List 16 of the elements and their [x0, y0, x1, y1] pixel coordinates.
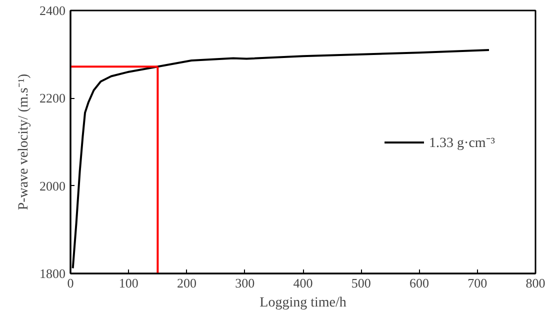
x-tick-label: 100 — [118, 276, 138, 290]
x-tick-label: 600 — [410, 276, 429, 290]
y-tick-label: 1800 — [40, 266, 66, 281]
x-tick-label: 0 — [67, 276, 74, 290]
x-tick-label: 300 — [235, 276, 255, 290]
y-axis-title: P-wave velocity/ (m.s⁻¹) — [16, 73, 32, 210]
legend-label: 1.33 g·cm⁻³ — [429, 134, 495, 152]
y-tick-label: 2000 — [40, 178, 66, 194]
x-tick-label: 700 — [468, 276, 488, 290]
x-tick-label: 800 — [526, 276, 546, 290]
y-tick-label: 2200 — [40, 90, 66, 106]
y-tick-label: 2400 — [40, 3, 66, 18]
x-tick-label: 200 — [177, 276, 196, 290]
x-axis-title: Logging time/h — [260, 296, 346, 310]
x-tick-label: 500 — [351, 276, 371, 290]
x-tick-label: 400 — [293, 276, 313, 290]
